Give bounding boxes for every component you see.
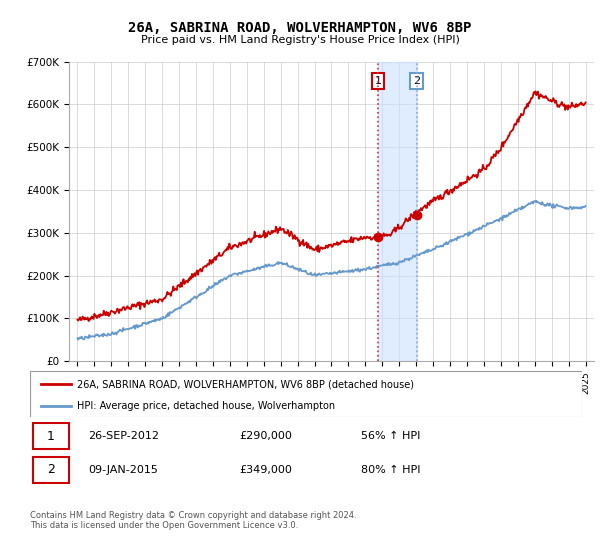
Text: 56% ↑ HPI: 56% ↑ HPI xyxy=(361,431,421,441)
Text: 1: 1 xyxy=(47,430,55,443)
Text: 2: 2 xyxy=(413,76,420,86)
Text: £290,000: £290,000 xyxy=(240,431,293,441)
Text: 26A, SABRINA ROAD, WOLVERHAMPTON, WV6 8BP (detached house): 26A, SABRINA ROAD, WOLVERHAMPTON, WV6 8B… xyxy=(77,379,414,389)
Text: Price paid vs. HM Land Registry's House Price Index (HPI): Price paid vs. HM Land Registry's House … xyxy=(140,35,460,45)
Text: 26A, SABRINA ROAD, WOLVERHAMPTON, WV6 8BP: 26A, SABRINA ROAD, WOLVERHAMPTON, WV6 8B… xyxy=(128,21,472,35)
Bar xyxy=(33,457,68,483)
Text: 09-JAN-2015: 09-JAN-2015 xyxy=(88,465,158,475)
Bar xyxy=(33,423,68,449)
Text: HPI: Average price, detached house, Wolverhampton: HPI: Average price, detached house, Wolv… xyxy=(77,401,335,410)
Text: Contains HM Land Registry data © Crown copyright and database right 2024.
This d: Contains HM Land Registry data © Crown c… xyxy=(30,511,356,530)
Bar xyxy=(378,62,416,361)
Text: £349,000: £349,000 xyxy=(240,465,293,475)
Text: 2: 2 xyxy=(47,463,55,477)
Text: 80% ↑ HPI: 80% ↑ HPI xyxy=(361,465,421,475)
Text: 1: 1 xyxy=(374,76,382,86)
Text: 26-SEP-2012: 26-SEP-2012 xyxy=(88,431,159,441)
